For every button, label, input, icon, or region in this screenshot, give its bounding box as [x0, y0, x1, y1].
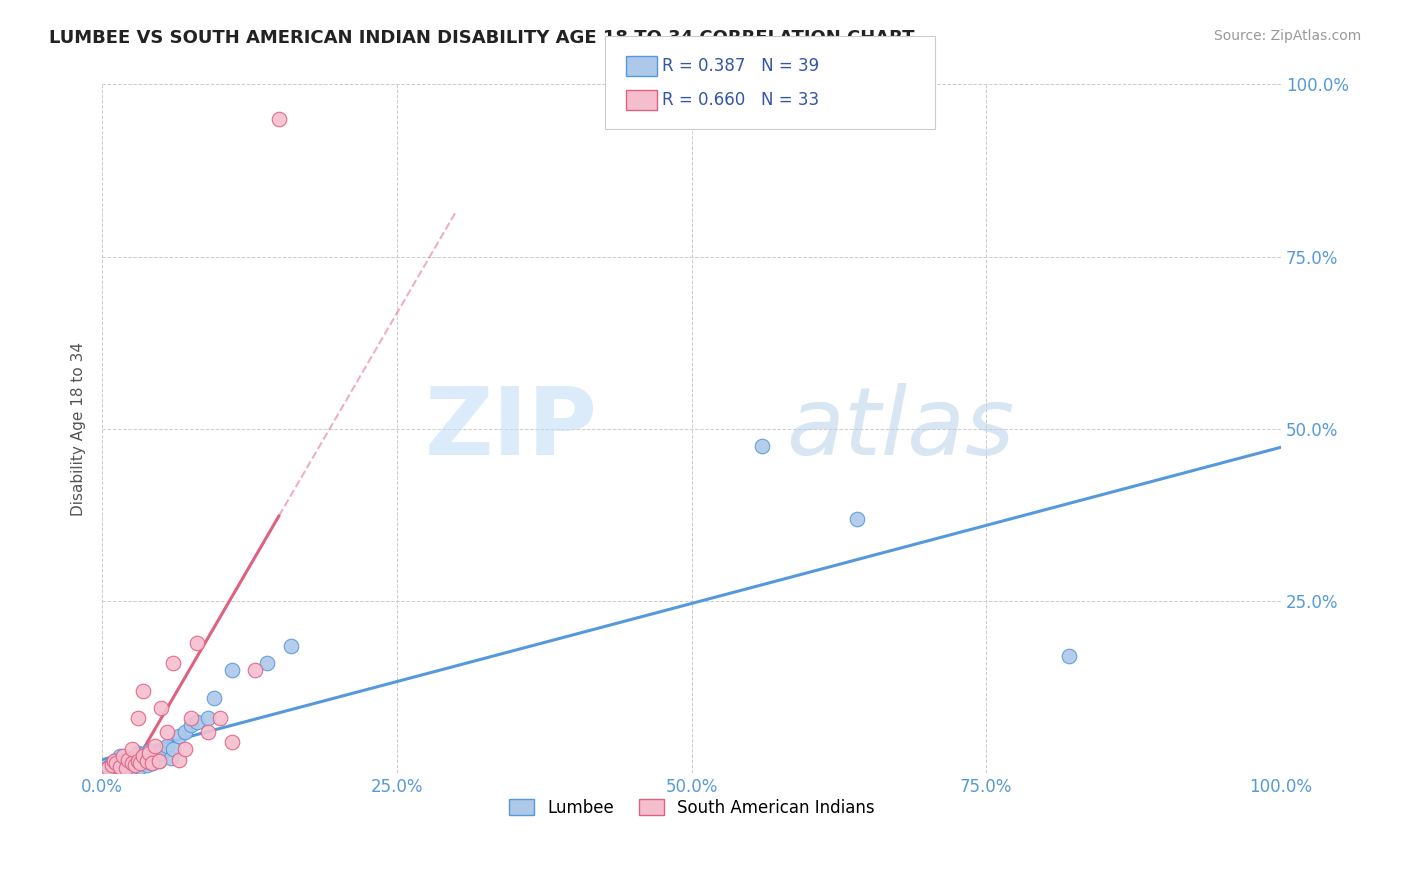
Point: [148, 754, 170, 768]
Text: R = 0.387   N = 39: R = 0.387 N = 39: [662, 57, 820, 75]
Point: [173, 742, 195, 756]
Point: [132, 747, 155, 761]
Point: [138, 744, 160, 758]
Point: [103, 763, 125, 777]
Point: [186, 714, 208, 729]
Point: [280, 639, 302, 653]
Point: [173, 725, 195, 739]
Point: [132, 749, 155, 764]
Point: [136, 754, 159, 768]
Point: [143, 739, 166, 753]
Point: [197, 725, 219, 739]
Point: [121, 758, 143, 772]
Point: [180, 711, 202, 725]
Text: R = 0.660   N = 33: R = 0.660 N = 33: [662, 91, 820, 109]
Point: [159, 751, 181, 765]
Point: [121, 751, 143, 765]
Point: [124, 761, 146, 775]
Point: [751, 439, 773, 453]
Point: [112, 756, 135, 770]
Point: [156, 725, 179, 739]
Point: [1057, 649, 1080, 664]
Point: [121, 742, 143, 756]
Point: [127, 711, 149, 725]
Point: [186, 635, 208, 649]
Text: LUMBEE VS SOUTH AMERICAN INDIAN DISABILITY AGE 18 TO 34 CORRELATION CHART: LUMBEE VS SOUTH AMERICAN INDIAN DISABILI…: [49, 29, 915, 46]
Point: [167, 753, 190, 767]
Point: [150, 701, 173, 715]
Point: [129, 759, 152, 773]
Point: [202, 690, 225, 705]
Point: [267, 112, 290, 126]
Point: [127, 756, 149, 770]
Point: [221, 663, 243, 677]
Point: [180, 718, 202, 732]
Text: ZIP: ZIP: [425, 383, 598, 475]
Point: [103, 754, 125, 768]
Point: [132, 683, 155, 698]
Point: [117, 753, 139, 767]
Point: [105, 756, 128, 770]
Point: [97, 761, 120, 775]
Point: [127, 754, 149, 768]
Point: [197, 711, 219, 725]
Point: [148, 754, 170, 768]
Point: [108, 759, 131, 773]
Point: [129, 756, 152, 770]
Point: [156, 739, 179, 753]
Point: [138, 746, 160, 760]
Point: [124, 758, 146, 772]
Point: [121, 756, 143, 770]
Point: [245, 663, 267, 677]
Point: [150, 746, 173, 760]
Point: [97, 759, 120, 773]
Point: [108, 759, 131, 773]
Point: [136, 758, 159, 772]
Point: [138, 753, 160, 767]
Point: [141, 756, 163, 770]
Point: [100, 758, 122, 772]
Point: [100, 756, 122, 770]
Point: [108, 749, 131, 764]
Point: [167, 729, 190, 743]
Point: [105, 753, 128, 767]
Point: [132, 754, 155, 768]
Point: [112, 749, 135, 764]
Point: [209, 711, 232, 725]
Point: [114, 761, 136, 775]
Text: atlas: atlas: [786, 384, 1014, 475]
Point: [256, 656, 278, 670]
Point: [141, 756, 163, 770]
Point: [845, 511, 868, 525]
Point: [221, 735, 243, 749]
Point: [162, 742, 184, 756]
Y-axis label: Disability Age 18 to 34: Disability Age 18 to 34: [72, 342, 86, 516]
Legend: Lumbee, South American Indians: Lumbee, South American Indians: [502, 792, 882, 823]
Text: Source: ZipAtlas.com: Source: ZipAtlas.com: [1213, 29, 1361, 43]
Point: [117, 754, 139, 768]
Point: [127, 746, 149, 760]
Point: [143, 749, 166, 764]
Point: [162, 656, 184, 670]
Point: [114, 761, 136, 775]
